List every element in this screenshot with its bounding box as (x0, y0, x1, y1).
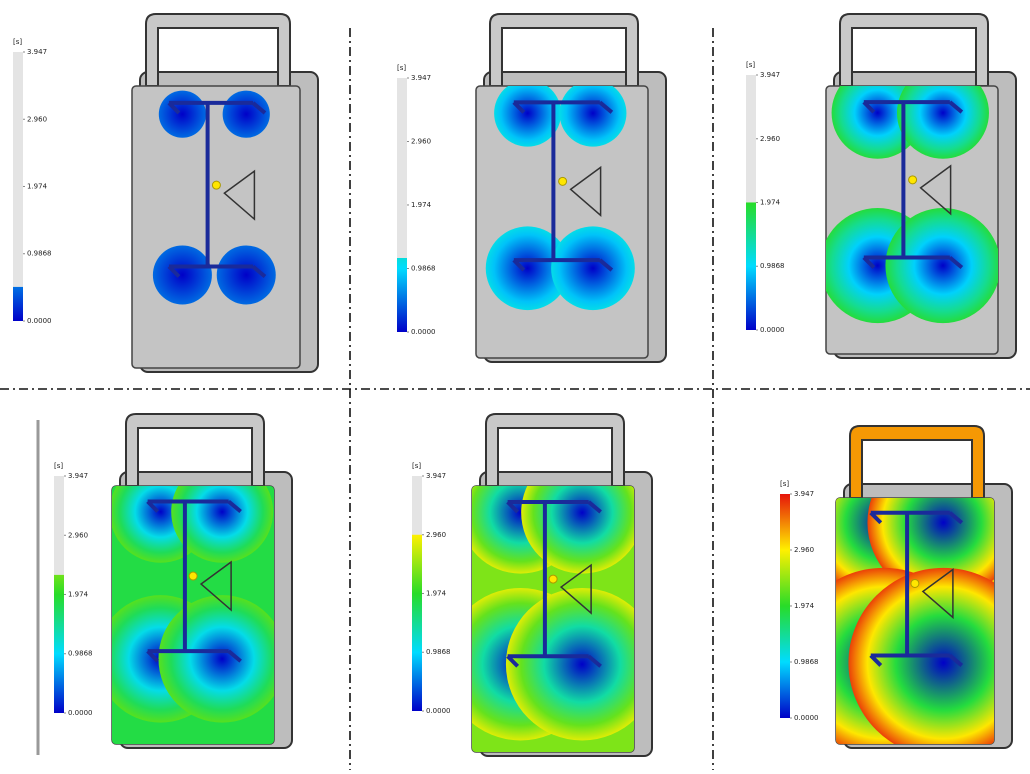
legend-tick-label: 0.0000 (27, 317, 52, 325)
legend-tick-label: 1.974 (794, 602, 815, 610)
panel: [s] 3.947 2.960 1.974 0.9868 0.0000 (54, 413, 293, 749)
legend-tick-label: 0.0000 (426, 707, 451, 715)
legend-fill-level (412, 534, 422, 711)
legend-tick-label: 2.960 (794, 546, 814, 554)
gate (559, 563, 592, 615)
gate (921, 567, 954, 620)
legend-fill-level (746, 202, 756, 330)
flow-region (521, 486, 634, 574)
panel: [s] 3.947 2.960 1.974 0.9868 0.0000 (412, 413, 653, 757)
runner (862, 100, 964, 270)
legend-tick-label: 1.974 (411, 201, 432, 209)
legend-tick-label: 0.9868 (68, 650, 93, 658)
flow-region (848, 567, 994, 744)
runner (146, 499, 242, 663)
gate (223, 169, 256, 221)
panel: [s] 3.947 2.960 1.974 0.9868 0.0000 (746, 13, 1017, 359)
flow-region (485, 226, 570, 311)
legend-bar-background (13, 52, 23, 321)
flow-front (826, 86, 998, 324)
legend-tick-label: 2.960 (426, 531, 446, 539)
gate (919, 164, 952, 216)
runner (869, 510, 964, 667)
panel: [s] 3.947 2.960 1.974 0.9868 0.0000 (397, 13, 667, 363)
gate (569, 165, 602, 218)
flow-region (171, 486, 274, 563)
runner (167, 100, 267, 279)
gate (199, 560, 232, 612)
legend-fill-level (13, 286, 23, 321)
legend-unit: [s] (54, 462, 63, 470)
injection-point (908, 175, 918, 185)
injection-point (558, 176, 568, 186)
legend-tick-label: 0.0000 (794, 714, 819, 722)
legend-tick-label: 3.947 (27, 48, 47, 56)
legend-fill-level (54, 574, 64, 713)
panel: [s] 3.947 2.960 1.974 0.9868 0.0000 (13, 13, 319, 373)
legend-tick-label: 0.0000 (68, 709, 93, 717)
flow-region (494, 86, 562, 147)
legend-tick-label: 1.974 (760, 198, 781, 206)
legend-bar-background (397, 78, 407, 332)
legend-tick-label: 2.960 (68, 531, 88, 539)
part-body (131, 85, 301, 369)
injection-point (910, 578, 920, 588)
injection-point (548, 574, 558, 584)
flow-region (831, 86, 924, 159)
panel: [s] 3.947 2.960 1.974 0.9868 0.0000 (780, 425, 1013, 749)
legend-fill-level (397, 257, 407, 332)
legend-tick-label: 0.0000 (760, 326, 785, 334)
legend-tick-label: 0.9868 (426, 648, 451, 656)
legend-unit: [s] (397, 64, 406, 72)
legend-tick-label: 3.947 (68, 472, 88, 480)
flow-region (152, 245, 212, 305)
runner (512, 100, 614, 272)
legend-tick-label: 3.947 (760, 71, 780, 79)
legend-tick-label: 2.960 (411, 138, 431, 146)
flow-region (551, 226, 635, 311)
flow-front (485, 86, 635, 311)
legend-tick-label: 0.9868 (794, 658, 819, 666)
legend-tick-label: 3.947 (426, 472, 446, 480)
legend-tick-label: 0.9868 (411, 264, 436, 272)
flow-front (472, 486, 634, 752)
legend-fill-level (780, 494, 790, 718)
flow-region (222, 90, 270, 138)
flow-region (216, 245, 276, 305)
legend-tick-label: 2.960 (27, 115, 47, 123)
legend-unit: [s] (746, 61, 755, 69)
legend-tick-label: 0.9868 (760, 262, 785, 270)
legend-tick-label: 2.960 (760, 135, 780, 143)
legend-tick-label: 1.974 (68, 590, 89, 598)
flow-region (158, 595, 274, 723)
flow-region (158, 90, 207, 138)
legend-unit: [s] (13, 38, 22, 46)
injection-point (188, 571, 198, 581)
legend-tick-label: 3.947 (794, 490, 814, 498)
flow-front (836, 498, 994, 744)
flow-region (896, 86, 989, 159)
legend-tick-label: 1.974 (426, 589, 447, 597)
legend-unit: [s] (780, 480, 789, 488)
injection-point (211, 180, 221, 190)
flow-front (112, 486, 274, 744)
flow-region (885, 208, 998, 324)
legend-tick-label: 0.0000 (411, 328, 436, 336)
runner (506, 499, 602, 668)
legend-unit: [s] (412, 462, 421, 470)
legend-tick-label: 0.9868 (27, 250, 52, 258)
legend-tick-label: 1.974 (27, 182, 48, 190)
legend-tick-label: 3.947 (411, 74, 431, 82)
flow-region (559, 86, 627, 147)
